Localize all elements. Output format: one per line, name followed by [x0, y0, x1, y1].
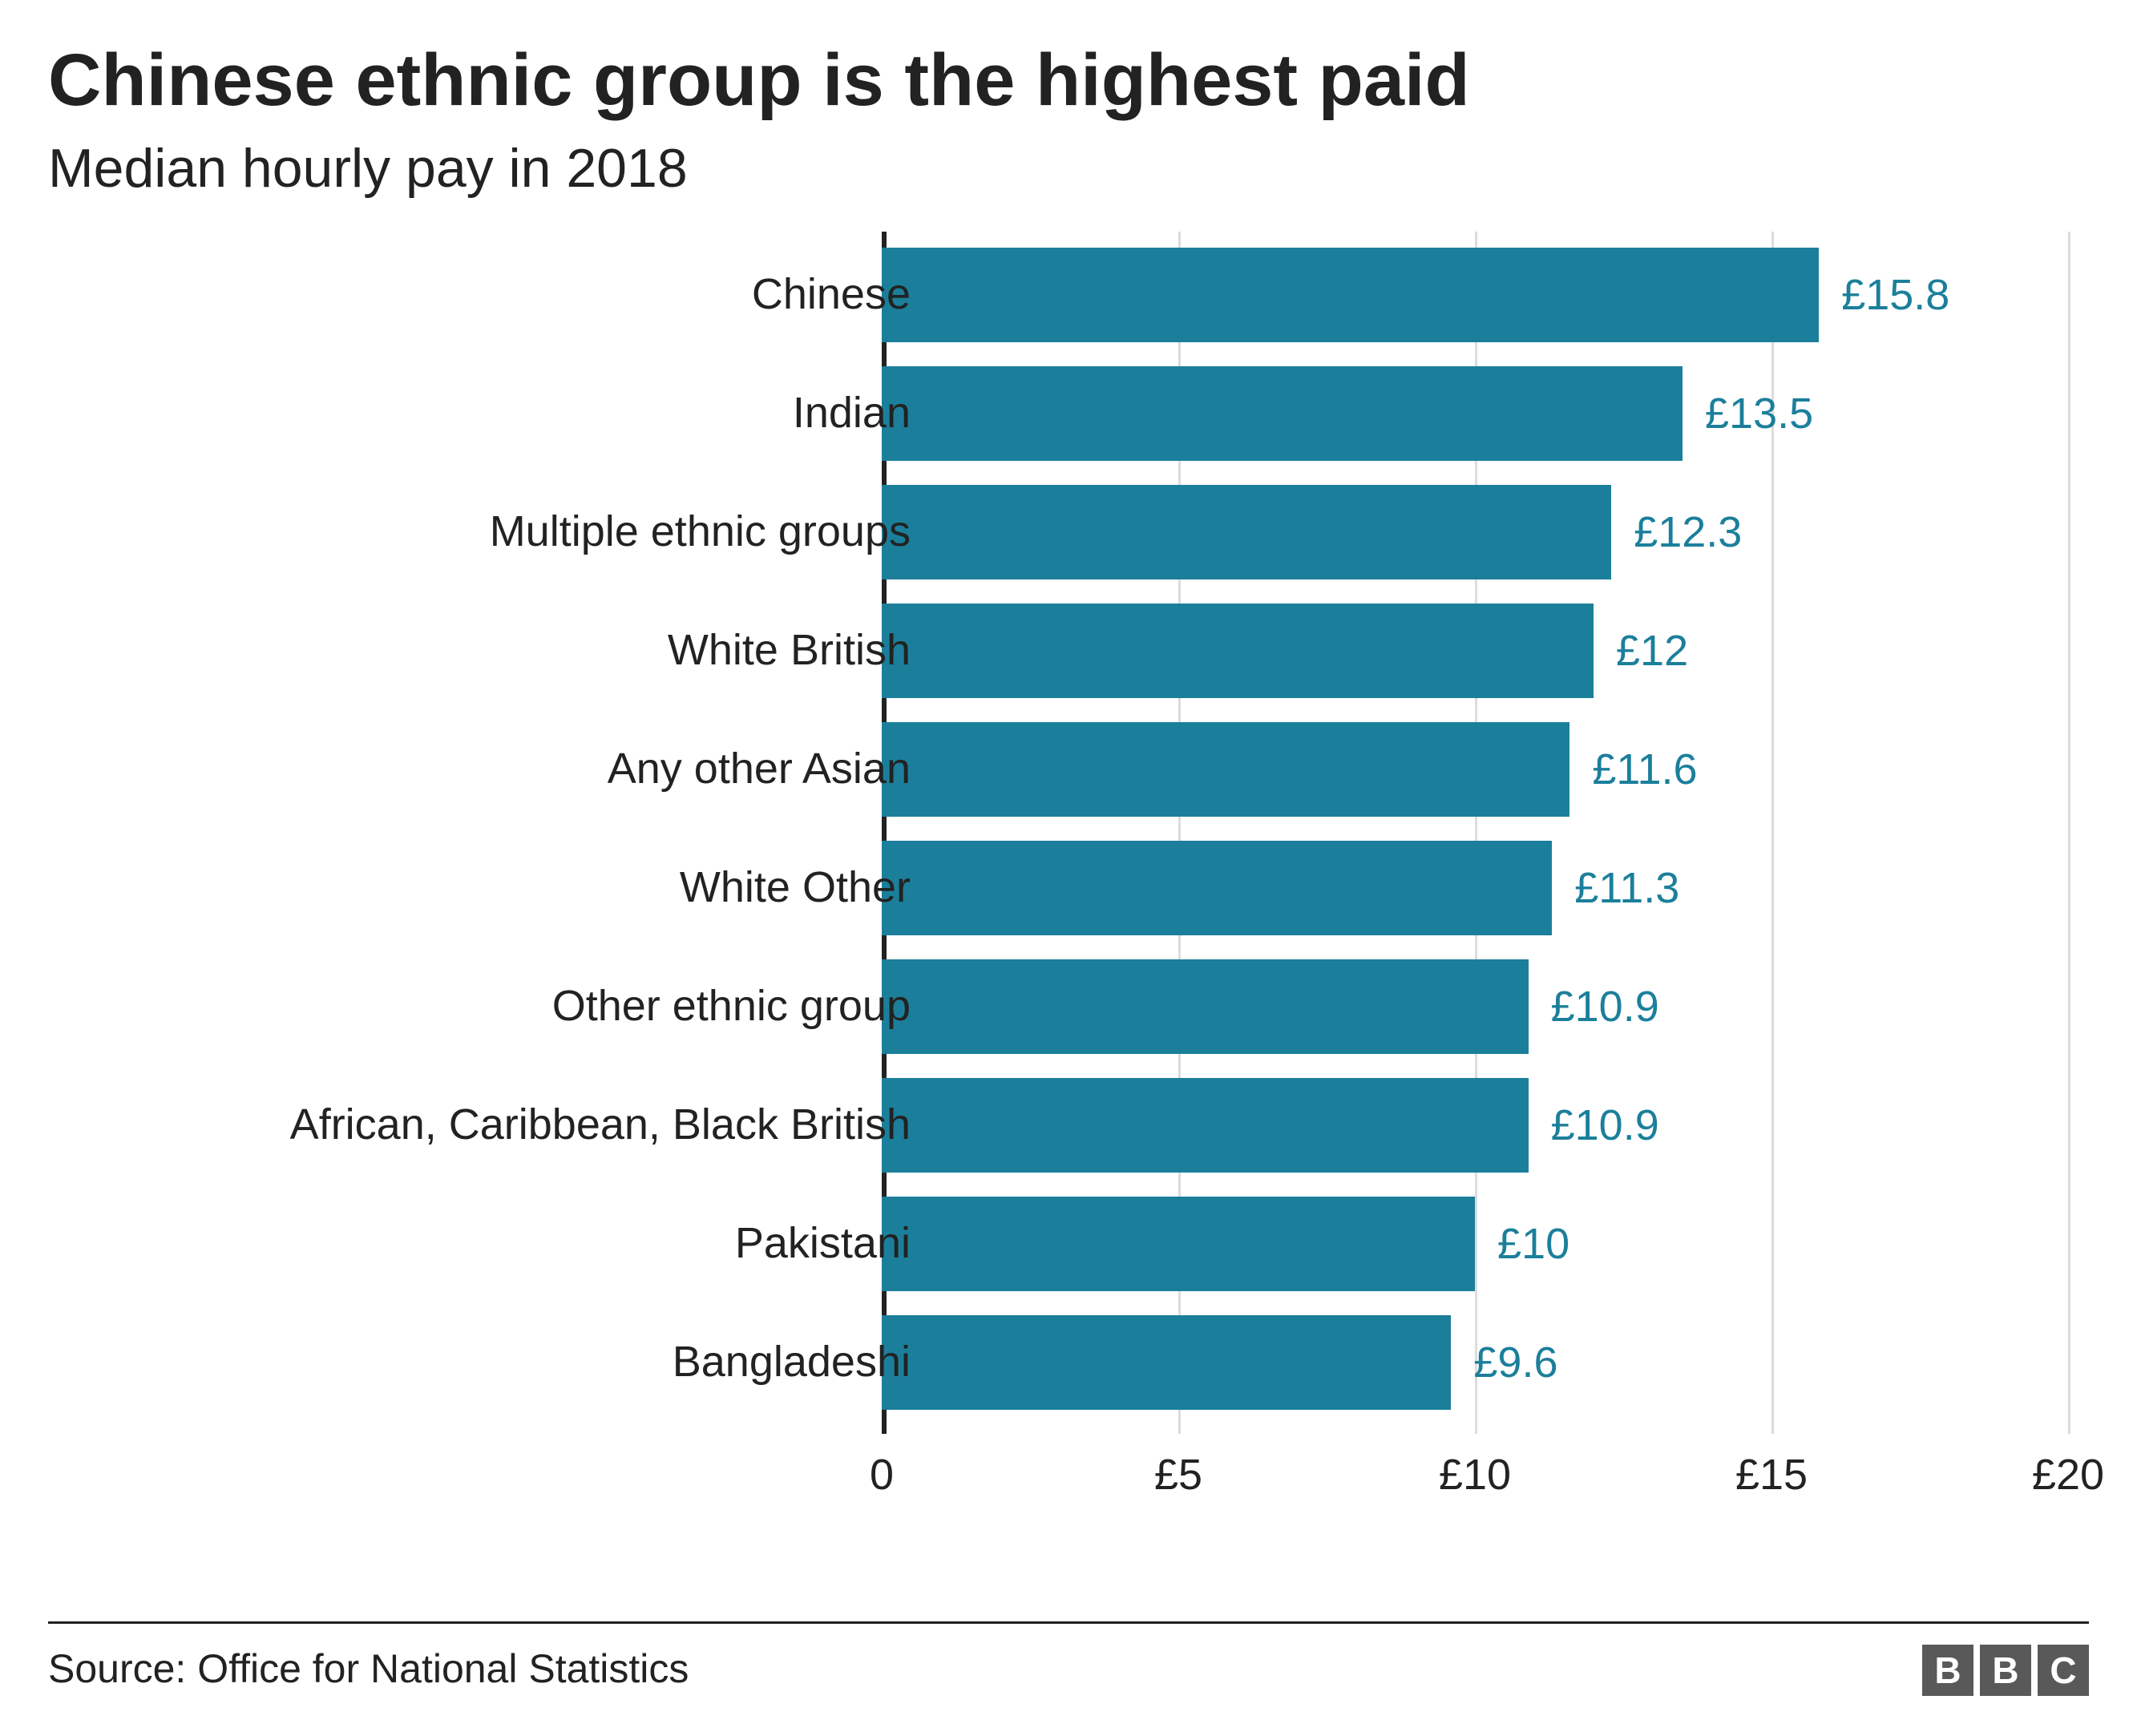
bar-value-label: £13.5: [1705, 389, 1813, 438]
bar-value-label: £12: [1616, 626, 1688, 676]
category-label: Bangladeshi: [101, 1337, 911, 1387]
bbc-block-1: B: [1922, 1645, 1973, 1696]
category-label: Multiple ethnic groups: [101, 507, 911, 556]
bar-value-label: £10: [1497, 1219, 1569, 1269]
bar-value-label: £10.9: [1551, 1100, 1659, 1150]
bar: [882, 841, 1552, 935]
bar-value-label: £11.6: [1592, 745, 1697, 794]
bbc-block-3: C: [2038, 1645, 2089, 1696]
bar-value-label: £15.8: [1841, 270, 1949, 320]
bar: [882, 604, 1594, 698]
bars-region: £15.8 £13.5 £12.3 £12 £11.6 £11.3 £10.9 £10.9 £1…: [882, 232, 2068, 1434]
bar-value-label: £9.6: [1473, 1338, 1557, 1387]
bar-row: £10.9: [882, 959, 1659, 1054]
bar: [882, 248, 1819, 342]
bar: [882, 366, 1683, 461]
chart-container: Chinese ethnic group is the highest paid…: [0, 0, 2137, 1736]
plot-area: £15.8 £13.5 £12.3 £12 £11.6 £11.3 £10.9 £10.9 £1…: [48, 232, 2089, 1546]
bar-row: £10: [882, 1197, 1569, 1291]
bar-row: £11.6: [882, 722, 1698, 817]
bar-row: £12: [882, 604, 1688, 698]
bar: [882, 1197, 1475, 1291]
x-tick-label: £5: [1154, 1450, 1202, 1500]
bar-row: £12.3: [882, 485, 1742, 579]
chart-subtitle: Median hourly pay in 2018: [48, 137, 2089, 200]
category-label: Chinese: [101, 269, 911, 319]
x-tick-label: £20: [2032, 1450, 2104, 1500]
category-label: African, Caribbean, Black British: [101, 1100, 911, 1149]
bar-row: £9.6: [882, 1315, 1558, 1410]
bar-value-label: £12.3: [1634, 507, 1742, 557]
bar: [882, 485, 1611, 579]
category-label: Indian: [101, 388, 911, 438]
category-label: Pakistani: [101, 1218, 911, 1268]
bar-row: £11.3: [882, 841, 1679, 935]
category-label: White British: [101, 625, 911, 675]
bbc-logo: B B C: [1922, 1645, 2089, 1696]
category-label: White Other: [101, 862, 911, 912]
bar: [882, 1078, 1529, 1173]
bar-value-label: £10.9: [1551, 982, 1659, 1032]
bar-row: £13.5: [882, 366, 1813, 461]
category-label: Other ethnic group: [101, 981, 911, 1031]
chart-title: Chinese ethnic group is the highest paid: [48, 40, 2089, 121]
bar: [882, 722, 1569, 817]
category-label: Any other Asian: [101, 744, 911, 793]
x-tick-label: £15: [1735, 1450, 1808, 1500]
bar-value-label: £11.3: [1574, 863, 1679, 913]
bar: [882, 1315, 1451, 1410]
bar: [882, 959, 1529, 1054]
gridline: [2068, 232, 2070, 1434]
bbc-block-2: B: [1980, 1645, 2031, 1696]
x-tick-label: 0: [870, 1450, 894, 1500]
footer-rule: [48, 1621, 2089, 1624]
bar-row: £10.9: [882, 1078, 1659, 1173]
x-tick-label: £10: [1439, 1450, 1511, 1500]
source-text: Source: Office for National Statistics: [48, 1645, 689, 1692]
bar-row: £15.8: [882, 248, 1949, 342]
